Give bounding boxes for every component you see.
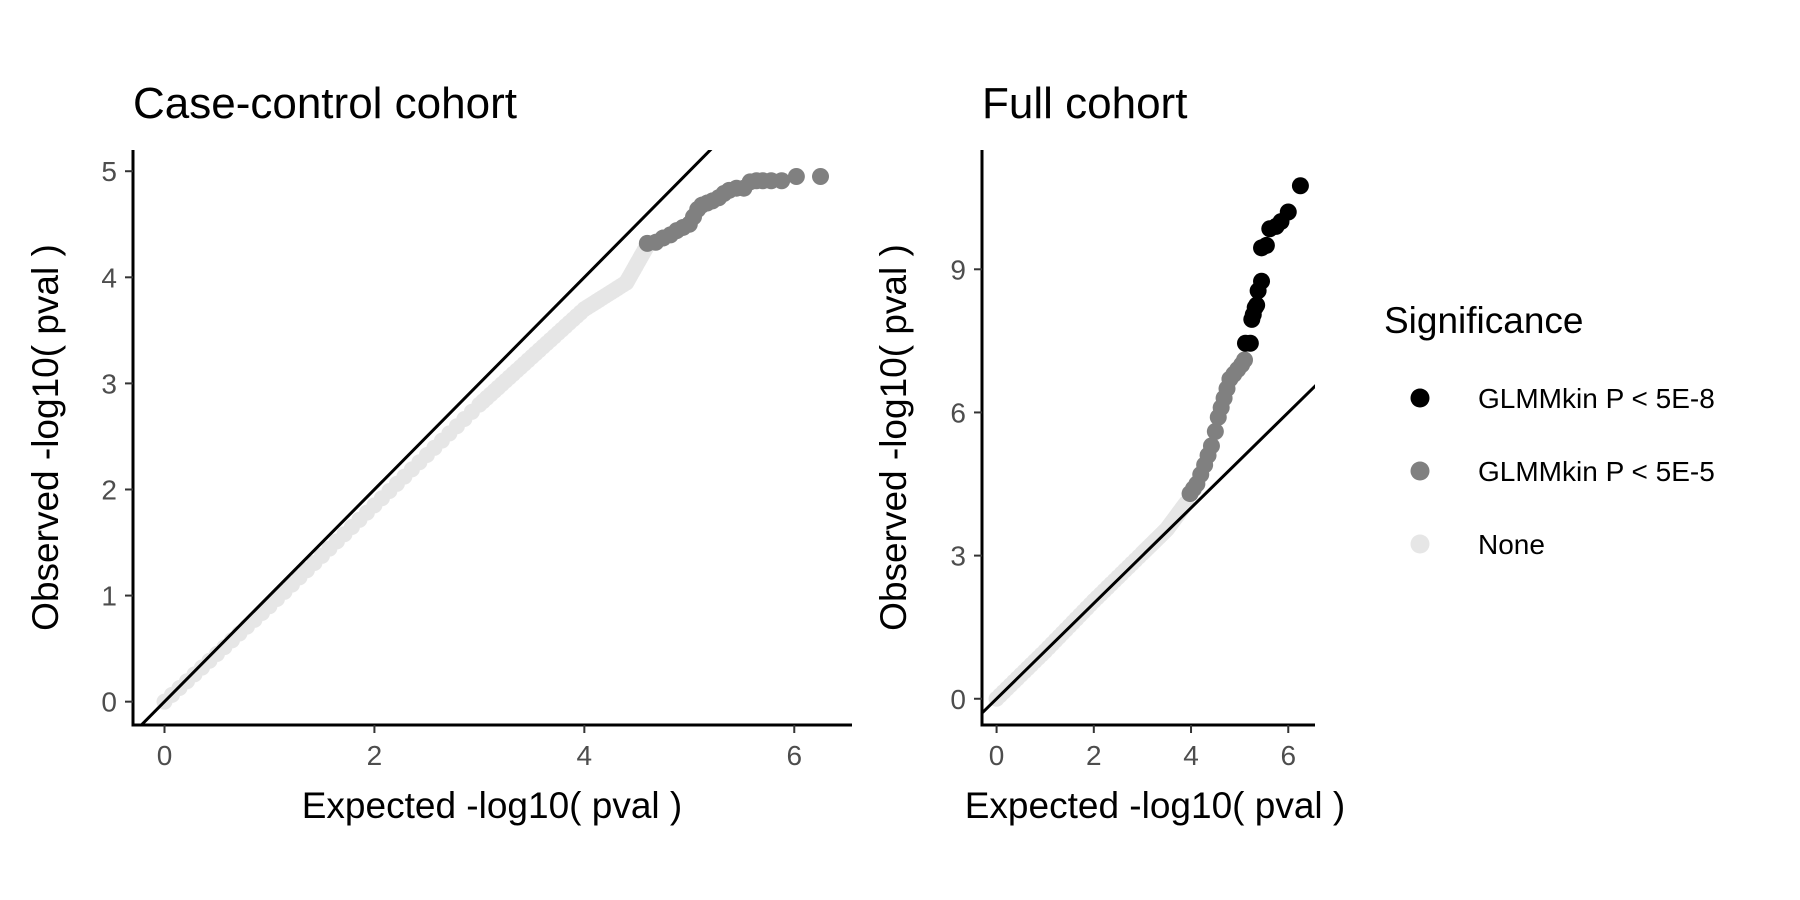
point-glmmkin-p-5e-5 [812,168,830,186]
point-glmmkin-p-5e-8 [1291,177,1309,195]
legend-title: Significance [1384,300,1584,341]
point-glmmkin-p-5e-5 [1236,351,1254,369]
y-axis-title: Observed -log10( pval ) [25,244,66,631]
y-tick-label: 6 [950,397,966,428]
y-tick-label: 3 [950,541,966,572]
x-axis-title: Expected -log10( pval ) [302,785,682,826]
legend-label: GLMMkin P < 5E-8 [1478,383,1715,414]
panel-full-cohort: 0 2 4 6 0 3 6 9 Full cohort Expected -log10( pval… [873,79,1345,826]
point-glmmkin-p-5e-8 [1241,334,1259,352]
panel-case-control: 0 2 4 6 0 1 2 3 4 5 Case-control cohort Expected -l… [25,79,852,826]
x-tick-label: 4 [1183,740,1199,771]
plot-area [139,150,830,725]
point-glmmkin-p-5e-8 [1248,296,1266,314]
legend: Significance GLMMkin P < 5E-8 GLMMkin P < … [1384,300,1715,560]
x-tick-label: 6 [1280,740,1296,771]
point-glmmkin-p-5e-8 [1257,236,1275,254]
legend-key [1410,534,1430,554]
point-glmmkin-p-5e-5 [1202,437,1220,455]
x-tick-label: 2 [367,740,383,771]
legend-key [1410,461,1430,481]
point-glmmkin-p-5e-5 [773,172,791,190]
y-tick-label: 1 [101,581,117,612]
x-tick-label: 0 [157,740,173,771]
plot-area [982,177,1315,716]
y-tick-label: 9 [950,254,966,285]
y-tick-label: 3 [101,368,117,399]
y-tick-label: 0 [950,684,966,715]
x-tick-label: 2 [1086,740,1102,771]
y-tick-label: 2 [101,474,117,505]
reference-line [982,384,1315,716]
y-axis-title: Observed -log10( pval ) [873,244,914,631]
y-tick-label: 5 [101,156,117,187]
legend-label: None [1478,529,1545,560]
point-glmmkin-p-5e-8 [1279,203,1297,221]
point-glmmkin-p-5e-5 [1206,423,1224,441]
panel-title: Full cohort [982,79,1187,128]
panel-title: Case-control cohort [133,79,517,128]
x-tick-label: 0 [989,740,1005,771]
y-tick-label: 4 [101,262,117,293]
reference-line [139,150,713,725]
x-tick-label: 4 [577,740,593,771]
x-axis-title: Expected -log10( pval ) [965,785,1345,826]
legend-key [1410,388,1430,408]
legend-label: GLMMkin P < 5E-5 [1478,456,1715,487]
point-glmmkin-p-5e-8 [1253,272,1271,290]
x-tick-label: 6 [786,740,802,771]
y-tick-label: 0 [101,687,117,718]
point-glmmkin-p-5e-5 [787,168,805,186]
